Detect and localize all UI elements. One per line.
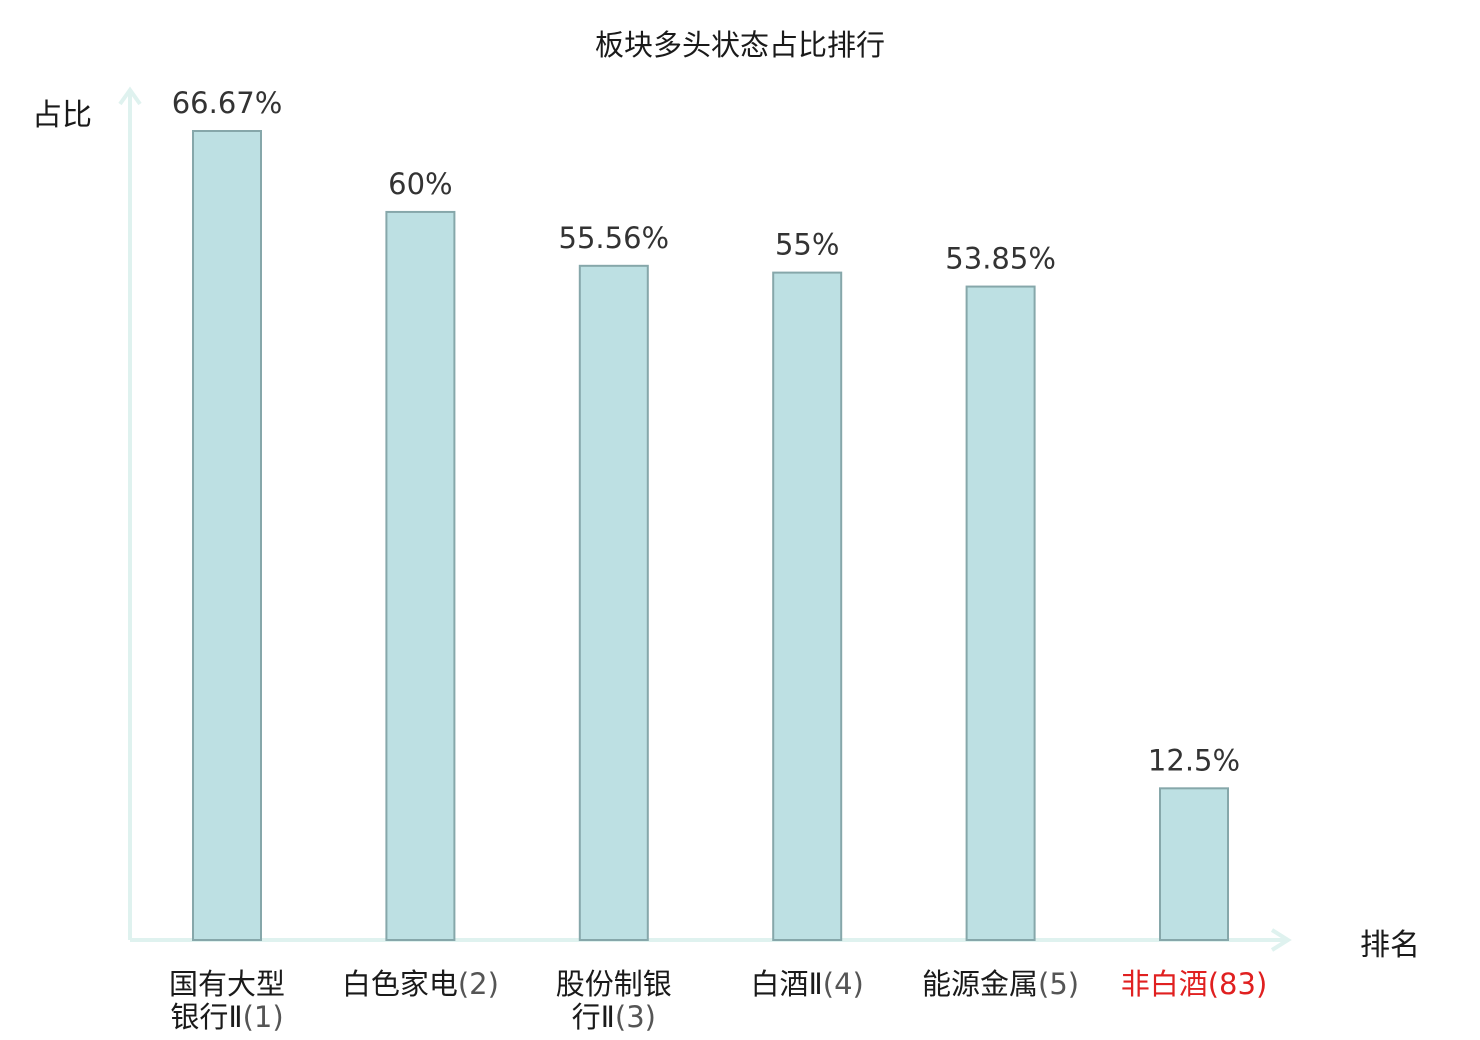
tick-label: 股份制银 bbox=[556, 967, 672, 1001]
tick-label: 银行Ⅱ(1) bbox=[170, 1000, 283, 1034]
data-label: 55.56% bbox=[559, 221, 670, 255]
bar bbox=[965, 285, 1036, 941]
bar bbox=[772, 271, 843, 941]
tick-label: 能源金属(5) bbox=[922, 967, 1079, 1001]
data-label: 66.67% bbox=[172, 86, 283, 120]
data-label: 12.5% bbox=[1148, 743, 1240, 777]
data-label: 60% bbox=[388, 167, 452, 201]
data-label: 53.85% bbox=[945, 242, 1056, 276]
x-axis-label: 排名 bbox=[1360, 928, 1420, 963]
y-axis-label: 占比 bbox=[32, 98, 92, 133]
bar bbox=[192, 130, 262, 941]
tick-label: 非白酒(83) bbox=[1121, 967, 1268, 1001]
tick-label: 白酒Ⅱ(4) bbox=[751, 967, 864, 1001]
y-axis-arrow bbox=[118, 86, 142, 106]
tick-label: 行Ⅱ(3) bbox=[572, 1000, 656, 1034]
bar bbox=[385, 210, 456, 941]
tick-label: 国有大型 bbox=[169, 967, 285, 1001]
data-label: 55% bbox=[775, 228, 839, 262]
tick-label: 白色家电(2) bbox=[342, 967, 499, 1001]
x-axis-arrow bbox=[1270, 928, 1292, 952]
chart-title: 板块多头状态占比排行 bbox=[594, 28, 885, 62]
bar bbox=[578, 264, 649, 941]
bar bbox=[1159, 787, 1229, 941]
